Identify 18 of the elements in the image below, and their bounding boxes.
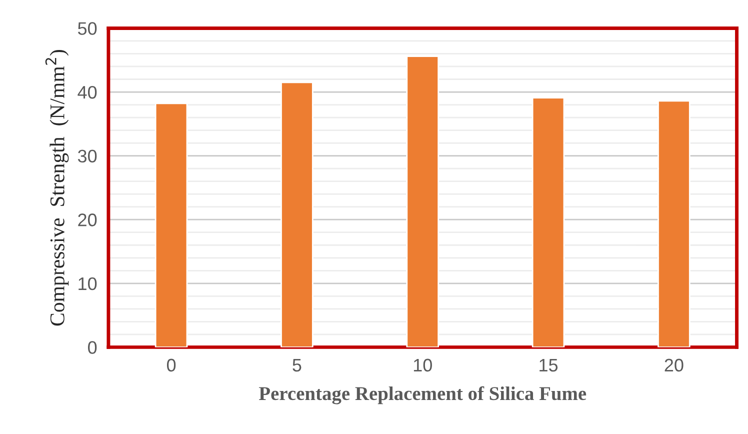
x-tick-label: 5: [292, 358, 302, 372]
x-axis-title: Percentage Replacement of Silica Fume: [258, 386, 586, 404]
y-tick-label: 0: [88, 341, 97, 354]
x-tick-label: 20: [664, 358, 684, 372]
bar: [658, 100, 690, 348]
y-tick-label: 30: [78, 150, 97, 163]
y-tick-label: 40: [78, 86, 97, 99]
x-tick-label: 10: [414, 358, 432, 372]
y-tick-label: 20: [78, 214, 97, 226]
bar: [532, 97, 565, 348]
y-tick-label: 50: [78, 22, 97, 35]
bar: [154, 102, 188, 348]
bar: [406, 56, 440, 348]
x-tick-label: 0: [166, 358, 176, 372]
bar: [280, 82, 314, 348]
y-axis-title: Compressive Strength (N/mm$^{2}$): [45, 50, 69, 326]
y-tick-label: 10: [78, 277, 97, 290]
x-tick-label: 15: [540, 358, 558, 372]
